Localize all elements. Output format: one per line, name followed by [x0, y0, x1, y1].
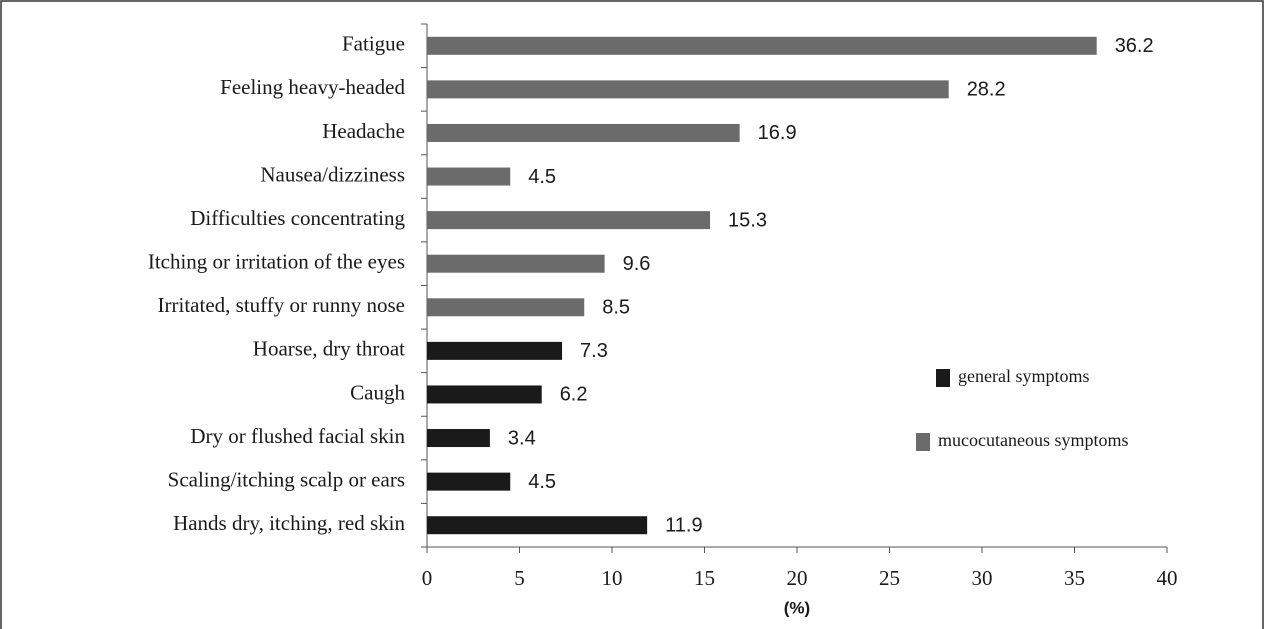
- legend-swatch: [916, 433, 930, 451]
- bar: [427, 254, 605, 273]
- legend-label: mucocutaneous symptoms: [938, 430, 1128, 450]
- x-axis-title: (%): [784, 598, 810, 617]
- x-tick-label: 35: [1064, 566, 1085, 590]
- x-tick-label: 0: [422, 566, 433, 590]
- value-label: 6.2: [560, 384, 588, 406]
- y-tick-label: Irritated, stuffy or runny nose: [158, 293, 405, 317]
- legend-label: general symptoms: [958, 366, 1089, 386]
- y-tick-label: Headache: [322, 119, 405, 143]
- x-tick-label: 40: [1157, 566, 1178, 590]
- value-label: 4.5: [528, 166, 556, 188]
- value-label: 7.3: [580, 340, 608, 362]
- value-label: 9.6: [623, 253, 651, 275]
- value-label: 11.9: [665, 514, 702, 536]
- x-tick-label: 5: [514, 566, 525, 590]
- bar: [427, 472, 511, 491]
- y-tick-label: Difficulties concentrating: [190, 206, 405, 230]
- y-tick-label: Nausea/dizziness: [260, 162, 405, 186]
- y-tick-label: Dry or flushed facial skin: [190, 424, 405, 448]
- bar: [427, 80, 949, 99]
- y-tick-label: Hands dry, itching, red skin: [173, 511, 405, 535]
- value-label: 4.5: [528, 471, 556, 493]
- x-tick-label: 20: [787, 566, 808, 590]
- value-label: 36.2: [1115, 35, 1154, 57]
- bar: [427, 385, 542, 404]
- bar: [427, 341, 563, 360]
- x-tick-label: 30: [972, 566, 993, 590]
- bar: [427, 429, 490, 448]
- value-label: 8.5: [602, 297, 630, 319]
- x-tick-label: 10: [602, 566, 623, 590]
- x-tick-label: 15: [694, 566, 715, 590]
- bar: [427, 211, 711, 230]
- bar: [427, 36, 1097, 55]
- x-tick-label: 25: [879, 566, 900, 590]
- legend-swatch: [936, 369, 950, 387]
- value-label: 15.3: [728, 209, 767, 231]
- y-tick-label: Feeling heavy-headed: [220, 75, 405, 99]
- value-label: 16.9: [758, 122, 797, 144]
- y-tick-label: Scaling/itching scalp or ears: [168, 467, 405, 491]
- bar: [427, 167, 511, 186]
- value-label: 3.4: [508, 427, 536, 449]
- y-tick-label: Caugh: [350, 380, 405, 404]
- y-tick-label: Fatigue: [342, 32, 405, 56]
- y-tick-label: Itching or irritation of the eyes: [148, 250, 405, 274]
- bar: [427, 298, 585, 317]
- y-tick-label: Hoarse, dry throat: [253, 337, 405, 361]
- bar: [427, 516, 648, 535]
- bar: [427, 123, 740, 142]
- value-label: 28.2: [967, 79, 1006, 101]
